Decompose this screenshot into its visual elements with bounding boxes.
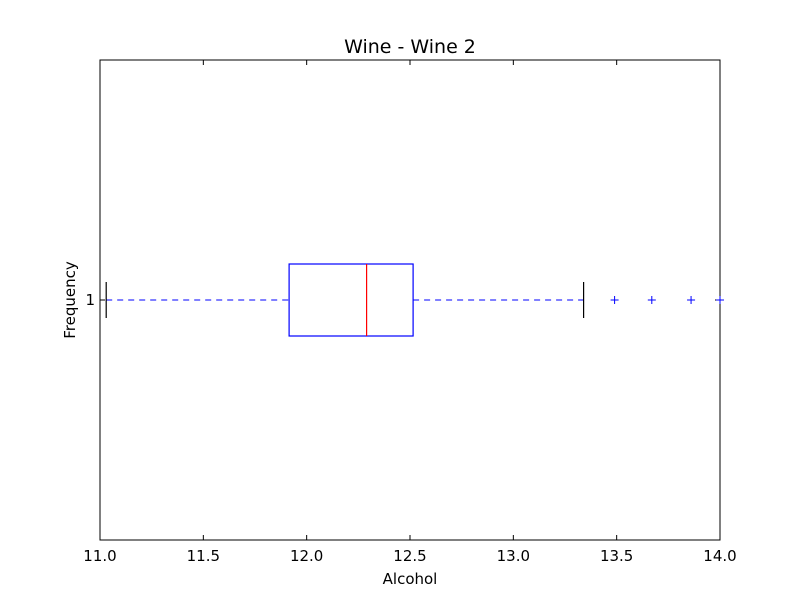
- x-tick-label: 11.5: [187, 547, 220, 565]
- plot-area: [99, 59, 721, 541]
- x-axis-ticks: 11.0 11.5 12.0 12.5 13.0 13.5 14.0: [83, 60, 737, 565]
- y-tick-label: 1: [85, 291, 95, 309]
- outlier-point: [647, 296, 656, 304]
- chart-title: Wine - Wine 2: [344, 36, 476, 58]
- outlier-point: [610, 296, 619, 304]
- x-tick-label: 11.0: [83, 547, 116, 565]
- x-tick-label: 14.0: [703, 547, 736, 565]
- x-axis-label: Alcohol: [383, 570, 438, 588]
- outlier-point: [687, 296, 696, 304]
- x-tick-label: 12.0: [290, 547, 323, 565]
- outlier-point: [716, 296, 724, 304]
- boxplot-marks: [105, 263, 724, 337]
- x-tick-label: 12.5: [393, 547, 426, 565]
- y-axis-ticks: 1: [85, 291, 720, 309]
- box-iqr: [288, 263, 414, 337]
- y-axis-label: Frequency: [61, 261, 79, 339]
- x-tick-label: 13.5: [600, 547, 633, 565]
- x-tick-label: 13.0: [497, 547, 530, 565]
